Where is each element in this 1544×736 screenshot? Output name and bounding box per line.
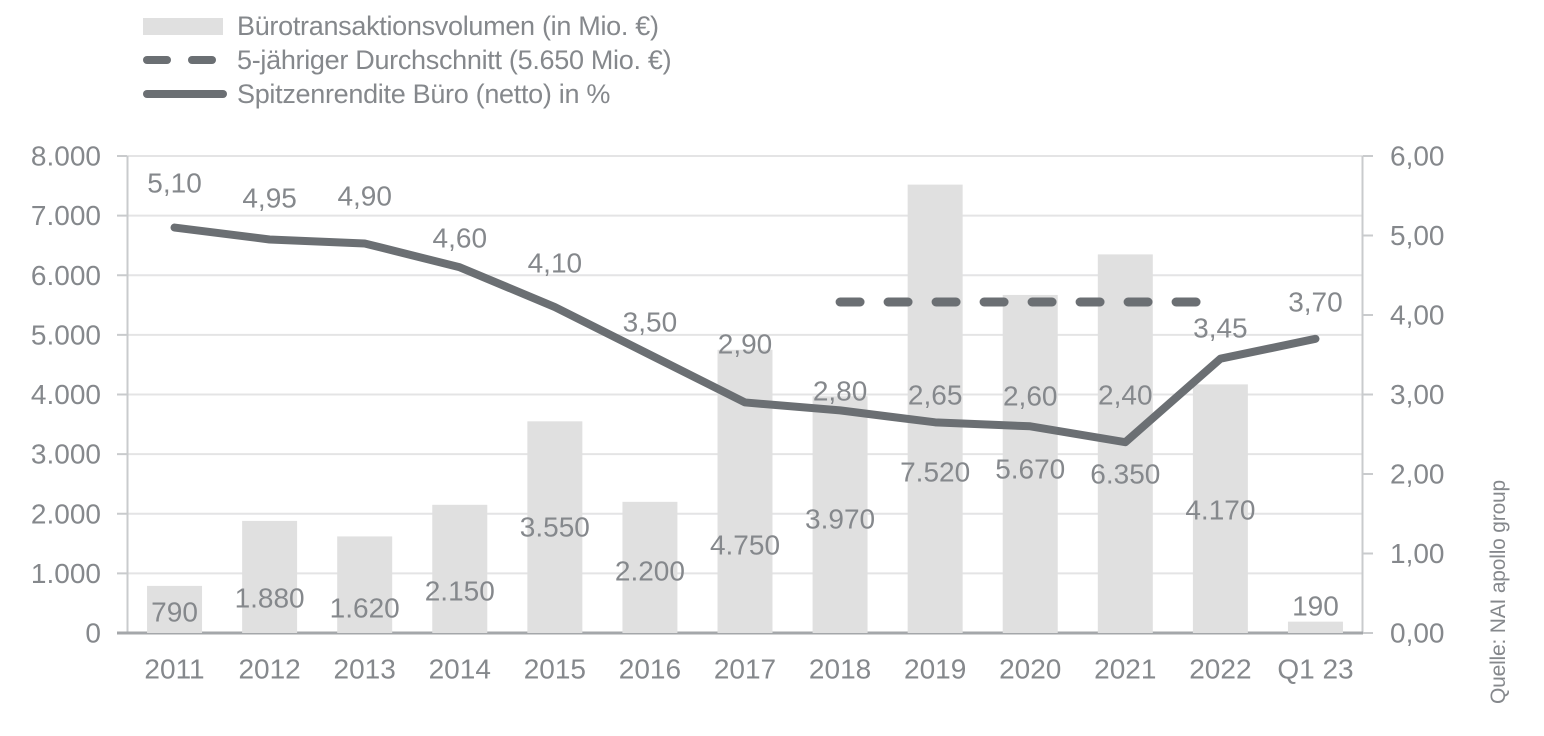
left-axis-label: 1.000 — [31, 558, 101, 589]
bar-value-label: 190 — [1292, 591, 1339, 622]
x-axis-category-label: 2017 — [714, 654, 776, 685]
left-axis-label: 4.000 — [31, 379, 101, 410]
bar-value-label: 2.200 — [615, 556, 685, 587]
bar-2019 — [907, 184, 963, 633]
bar-2015 — [527, 421, 583, 633]
right-axis-label: 2,00 — [1390, 459, 1445, 490]
right-axis-label: 1,00 — [1390, 538, 1445, 569]
line-value-label: 2,65 — [908, 380, 963, 411]
bar-2022 — [1192, 384, 1248, 633]
bar-swatch-icon — [143, 17, 223, 35]
line-value-label: 4,60 — [433, 223, 488, 254]
bar-2016 — [622, 501, 678, 633]
right-axis-label: 5,00 — [1390, 220, 1445, 251]
bar-2012 — [242, 520, 298, 633]
right-axis-label: 0,00 — [1390, 618, 1445, 649]
dashed-line-swatch-icon — [143, 56, 227, 64]
bar-value-label: 4.750 — [710, 530, 780, 561]
bar-value-label: 1.880 — [235, 583, 305, 614]
left-axis-label: 6.000 — [31, 260, 101, 291]
line-value-label: 2,90 — [718, 329, 773, 360]
x-axis-category-label: 2016 — [619, 654, 681, 685]
x-axis-category-label: 2019 — [904, 654, 966, 685]
bar-value-label: 7.520 — [900, 457, 970, 488]
x-axis-category-label: 2020 — [999, 654, 1061, 685]
legend-item-volume: Bürotransaktionsvolumen (in Mio. €) — [143, 9, 671, 43]
bar-value-label: 5.670 — [995, 454, 1065, 485]
bar-value-label: 4.170 — [1185, 495, 1255, 526]
x-axis-category-label: 2013 — [334, 654, 396, 685]
bar-value-label: 6.350 — [1090, 459, 1160, 490]
line-value-label: 5,10 — [147, 168, 202, 199]
line-value-label: 2,80 — [813, 376, 868, 407]
line-value-label: 4,90 — [337, 181, 392, 212]
x-axis-category-label: 2018 — [809, 654, 871, 685]
bar-2013 — [337, 536, 393, 633]
legend-item-average: 5-jähriger Durchschnitt (5.650 Mio. €) — [143, 43, 672, 77]
bar-2011 — [147, 585, 203, 633]
right-axis-label: 4,00 — [1390, 300, 1445, 331]
left-axis-label: 5.000 — [31, 319, 101, 350]
line-value-label: 2,40 — [1098, 380, 1153, 411]
left-axis-label: 7.000 — [31, 200, 101, 231]
solid-line-swatch-icon — [143, 90, 227, 98]
bar-value-label: 1.620 — [330, 593, 400, 624]
bar-Q1 23 — [1287, 621, 1343, 633]
right-axis-label: 6,00 — [1390, 141, 1445, 172]
line-value-label: 3,45 — [1193, 313, 1248, 344]
bar-value-label: 3.970 — [805, 504, 875, 535]
line-value-label: 4,95 — [242, 183, 297, 214]
bar-2020 — [1002, 294, 1058, 633]
bar-2018 — [812, 396, 868, 633]
right-axis-label: 3,00 — [1390, 379, 1445, 410]
x-axis-category-label: Q1 23 — [1277, 654, 1353, 685]
bar-value-label: 790 — [151, 597, 198, 628]
line-value-label: 3,50 — [623, 307, 678, 338]
line-value-label: 2,60 — [1003, 381, 1058, 412]
line-value-label: 4,10 — [528, 248, 583, 279]
x-axis-category-label: 2012 — [238, 654, 300, 685]
legend-label-average: 5-jähriger Durchschnitt (5.650 Mio. €) — [237, 44, 672, 75]
yield-line — [170, 223, 1320, 447]
x-axis-category-label: 2022 — [1189, 654, 1251, 685]
bar-value-label: 2.150 — [425, 576, 495, 607]
x-axis-category-label: 2011 — [144, 654, 204, 685]
line-value-label: 3,70 — [1288, 287, 1343, 318]
left-axis-label: 2.000 — [31, 498, 101, 529]
bar-2014 — [432, 504, 488, 633]
left-axis-label: 0 — [85, 618, 101, 649]
left-axis-label: 8.000 — [31, 141, 101, 172]
left-axis-label: 3.000 — [31, 439, 101, 470]
x-axis-category-label: 2021 — [1094, 654, 1156, 685]
source-credit: Quelle: NAI apollo group — [1487, 479, 1510, 704]
x-axis-category-label: 2015 — [524, 654, 586, 685]
legend-label-yield: Spitzenrendite Büro (netto) in % — [237, 78, 611, 109]
legend-label-volume: Bürotransaktionsvolumen (in Mio. €) — [237, 10, 659, 41]
legend-item-yield: Spitzenrendite Büro (netto) in % — [143, 77, 671, 111]
x-axis-category-label: 2014 — [429, 654, 491, 685]
legend: Bürotransaktionsvolumen (in Mio. €) 5-jä… — [143, 9, 672, 111]
bar-value-label: 3.550 — [520, 512, 590, 543]
